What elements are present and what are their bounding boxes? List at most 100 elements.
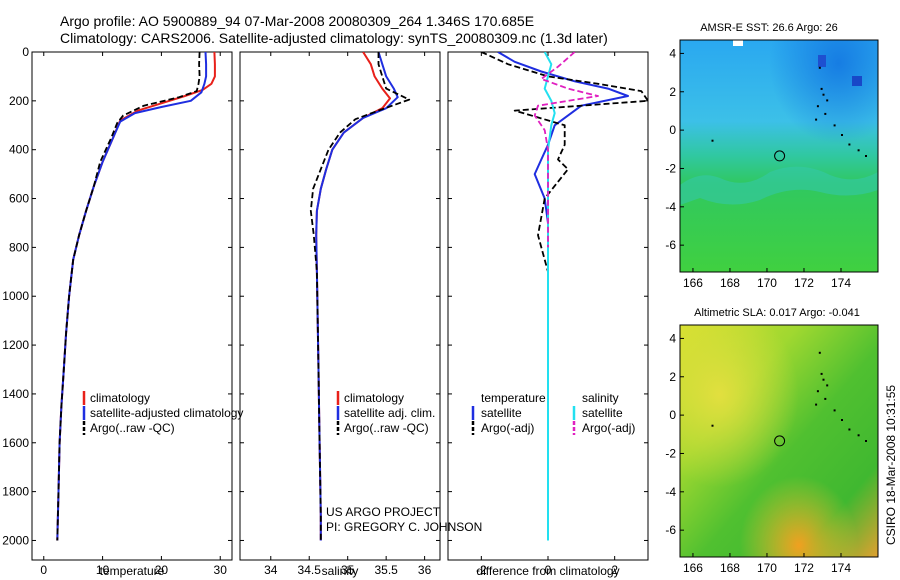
map-x-tick-label: 170 (757, 561, 777, 575)
series-line-salinity-argo-adj (533, 52, 599, 248)
island-speck (815, 118, 818, 121)
island-speck (841, 134, 843, 136)
sst-map-axes: 166 168 170 172 174 -6 -4 -2 0 2 4 (665, 46, 851, 290)
legend-label-temp-argo: Argo(-adj) (481, 421, 534, 435)
sst-missing-data (733, 40, 743, 46)
x-tick-label: 30 (214, 563, 228, 577)
map-y-tick-label: -4 (665, 200, 676, 214)
map-y-tick-label: 0 (669, 408, 676, 422)
island-speck (865, 155, 867, 157)
temperature-axes-frame (31, 51, 233, 561)
x-tick-label: 35.5 (374, 563, 398, 577)
map-y-tick-label: 2 (669, 85, 676, 99)
temperature-profile-lines (56, 52, 216, 541)
y-tick-label: 600 (9, 192, 29, 206)
x-tick-label: 0 (545, 563, 552, 577)
sst-transition-band (680, 166, 878, 205)
map-x-tick-label: 174 (831, 276, 851, 290)
legend-heading-temperature: temperature (481, 391, 546, 405)
y-tick-label: 400 (9, 143, 29, 157)
map-x-tick-label: 166 (683, 276, 703, 290)
map-y-tick-label: 4 (669, 46, 676, 60)
x-tick-label: 10 (96, 563, 110, 577)
island-speck (865, 440, 867, 442)
figure-title-line2: Climatology: CARS2006. Satellite-adjuste… (60, 30, 608, 46)
y-tick-label: 1000 (2, 289, 29, 303)
island-speck (816, 390, 819, 393)
legend-label-argo: Argo(..raw -QC) (90, 421, 175, 435)
legend-label-climatology: climatology (344, 391, 404, 405)
legend-label-satellite: satellite-adjusted climatology (90, 406, 243, 420)
x-tick-label: 20 (155, 563, 169, 577)
difference-legend: temperature satellite Argo(-adj) salinit… (471, 391, 635, 435)
y-tick-label: 1600 (2, 436, 29, 450)
map-x-tick-label: 172 (794, 561, 814, 575)
temperature-x-axis: 0 10 20 30 (40, 52, 227, 577)
y-tick-label: 2000 (2, 533, 29, 547)
y-tick-label: 1400 (2, 387, 29, 401)
y-tick-label: 800 (9, 240, 29, 254)
island-speck (816, 105, 819, 108)
island-speck (857, 434, 860, 437)
sst-cold-patch (680, 40, 878, 272)
series-line-argo-raw-qc (56, 52, 201, 541)
map-y-tick-label: -6 (665, 523, 676, 537)
argo-float-marker (774, 150, 786, 162)
map-y-tick-label: -2 (665, 446, 676, 460)
island-speck (820, 372, 823, 375)
salinity-x-axis-title: salinity (322, 564, 359, 578)
island-speck (822, 378, 825, 381)
salinity-panel: 34 34.5 35 35.5 36 salinity climatology sate… (239, 51, 482, 578)
x-tick-label: 34.5 (298, 563, 322, 577)
legend-label-sal-argo: Argo(-adj) (582, 421, 635, 435)
island-speck (841, 419, 843, 421)
legend-label-sal-satellite: satellite (582, 406, 623, 420)
island-speck (711, 139, 714, 142)
island-speck (824, 112, 827, 115)
legend-label-satellite: satellite adj. clim. (344, 406, 435, 420)
island-speck (826, 384, 829, 387)
x-tick-label: 0 (40, 563, 47, 577)
map-y-tick-label: 4 (669, 331, 676, 345)
island-speck (818, 351, 821, 354)
salinity-legend: climatology satellite adj. clim. Argo(..… (336, 391, 435, 435)
argo-float-marker (774, 435, 786, 447)
map-y-tick-label: 2 (669, 370, 676, 384)
sst-land-speck (852, 76, 862, 86)
sst-map-panel: AMSR-E SST: 26.6 Argo: 26 166 168 170 172 17… (665, 22, 879, 290)
sla-map-title: Altimetric SLA: 0.017 Argo: -0.041 (694, 307, 860, 319)
map-x-tick-label: 166 (683, 561, 703, 575)
series-line-satellite-adj-clim (315, 52, 399, 541)
temperature-legend: climatology satellite-adjusted climatolo… (82, 391, 243, 435)
island-speck (848, 428, 851, 431)
temperature-y-axis: 0 200 400 600 800 1000 1200 1400 1600 1800 2000 (2, 45, 232, 547)
y-tick-label: 1200 (2, 338, 29, 352)
temperature-x-axis-title: temperature (100, 564, 165, 578)
map-y-tick-label: -6 (665, 238, 676, 252)
difference-y-axis (448, 51, 648, 541)
island-speck (822, 93, 825, 96)
figure-title-line1: Argo profile: AO 5900889_94 07-Mar-2008 … (60, 13, 534, 29)
legend-heading-salinity: salinity (582, 391, 619, 405)
sst-map-marks (711, 66, 867, 162)
map-y-tick-label: -4 (665, 485, 676, 499)
difference-profile-lines (480, 52, 648, 541)
y-tick-label: 1800 (2, 485, 29, 499)
sla-map-axes: 166 168 170 172 174 -6 -4 -2 0 2 4 (665, 331, 851, 575)
sst-map-title: AMSR-E SST: 26.6 Argo: 26 (700, 22, 838, 34)
x-tick-label: -2 (476, 563, 487, 577)
series-line-argo-raw-qc (309, 52, 411, 541)
legend-label-temp-satellite: satellite (481, 406, 522, 420)
island-speck (848, 143, 851, 146)
sla-very-high-patch (680, 325, 878, 557)
map-y-tick-label: 0 (669, 123, 676, 137)
x-tick-label: 2 (611, 563, 618, 577)
map-x-tick-label: 174 (831, 561, 851, 575)
sla-map-panel: Altimetric SLA: 0.017 Argo: -0.041 166 16… (665, 307, 879, 575)
island-speck (820, 87, 823, 90)
map-x-tick-label: 172 (794, 276, 814, 290)
map-x-tick-label: 170 (757, 276, 777, 290)
salinity-y-axis (240, 51, 440, 541)
map-x-tick-label: 168 (720, 276, 740, 290)
map-x-tick-label: 168 (720, 561, 740, 575)
